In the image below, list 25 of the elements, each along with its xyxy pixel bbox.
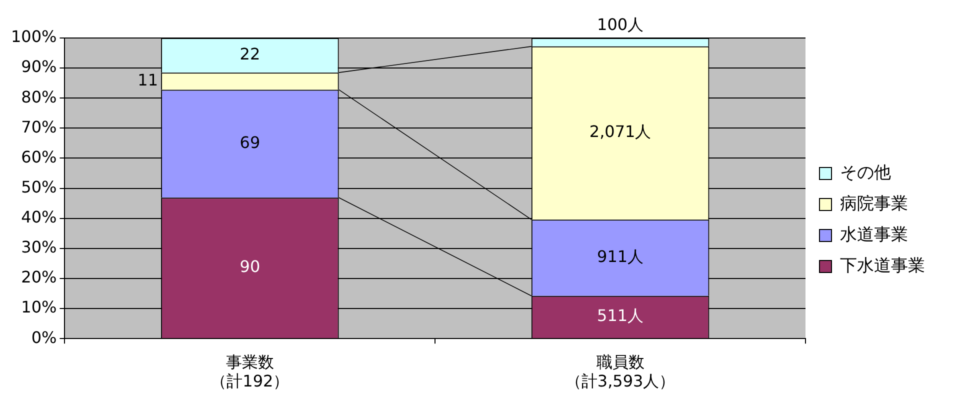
y-tick-label: 80%: [21, 87, 57, 106]
text: 100人: [597, 15, 644, 34]
annotation: 90: [240, 257, 260, 276]
y-tick-label: 60%: [21, 147, 57, 166]
legend-label: その他: [840, 162, 891, 183]
y-tick-label: 90%: [21, 57, 57, 76]
y-tick-label: 70%: [21, 117, 57, 136]
annotation: 911人: [597, 246, 644, 266]
x-tick-label: 事業数（計192）: [210, 352, 290, 391]
x-tick-label: 職員数（計3,593人）: [565, 352, 676, 391]
y-tick-label: 20%: [21, 268, 57, 287]
y-tick-label: 40%: [21, 208, 57, 227]
y-tick-label: 0%: [31, 328, 57, 347]
annotation: 11: [138, 70, 158, 90]
y-tick-label: 50%: [21, 177, 57, 196]
annotation: 69: [240, 132, 260, 152]
y-tick-label: 100%: [10, 27, 57, 46]
annotation: 22: [240, 44, 260, 64]
y-tick-label: 30%: [21, 238, 57, 257]
legend-label: 水道事業: [840, 224, 908, 245]
y-tick-label: 10%: [21, 298, 57, 317]
legend-label: 病院事業: [840, 194, 908, 214]
legend-label: 下水道事業: [840, 256, 925, 276]
annotation: 511人: [597, 306, 644, 326]
annotation: 2,071人: [589, 122, 652, 142]
